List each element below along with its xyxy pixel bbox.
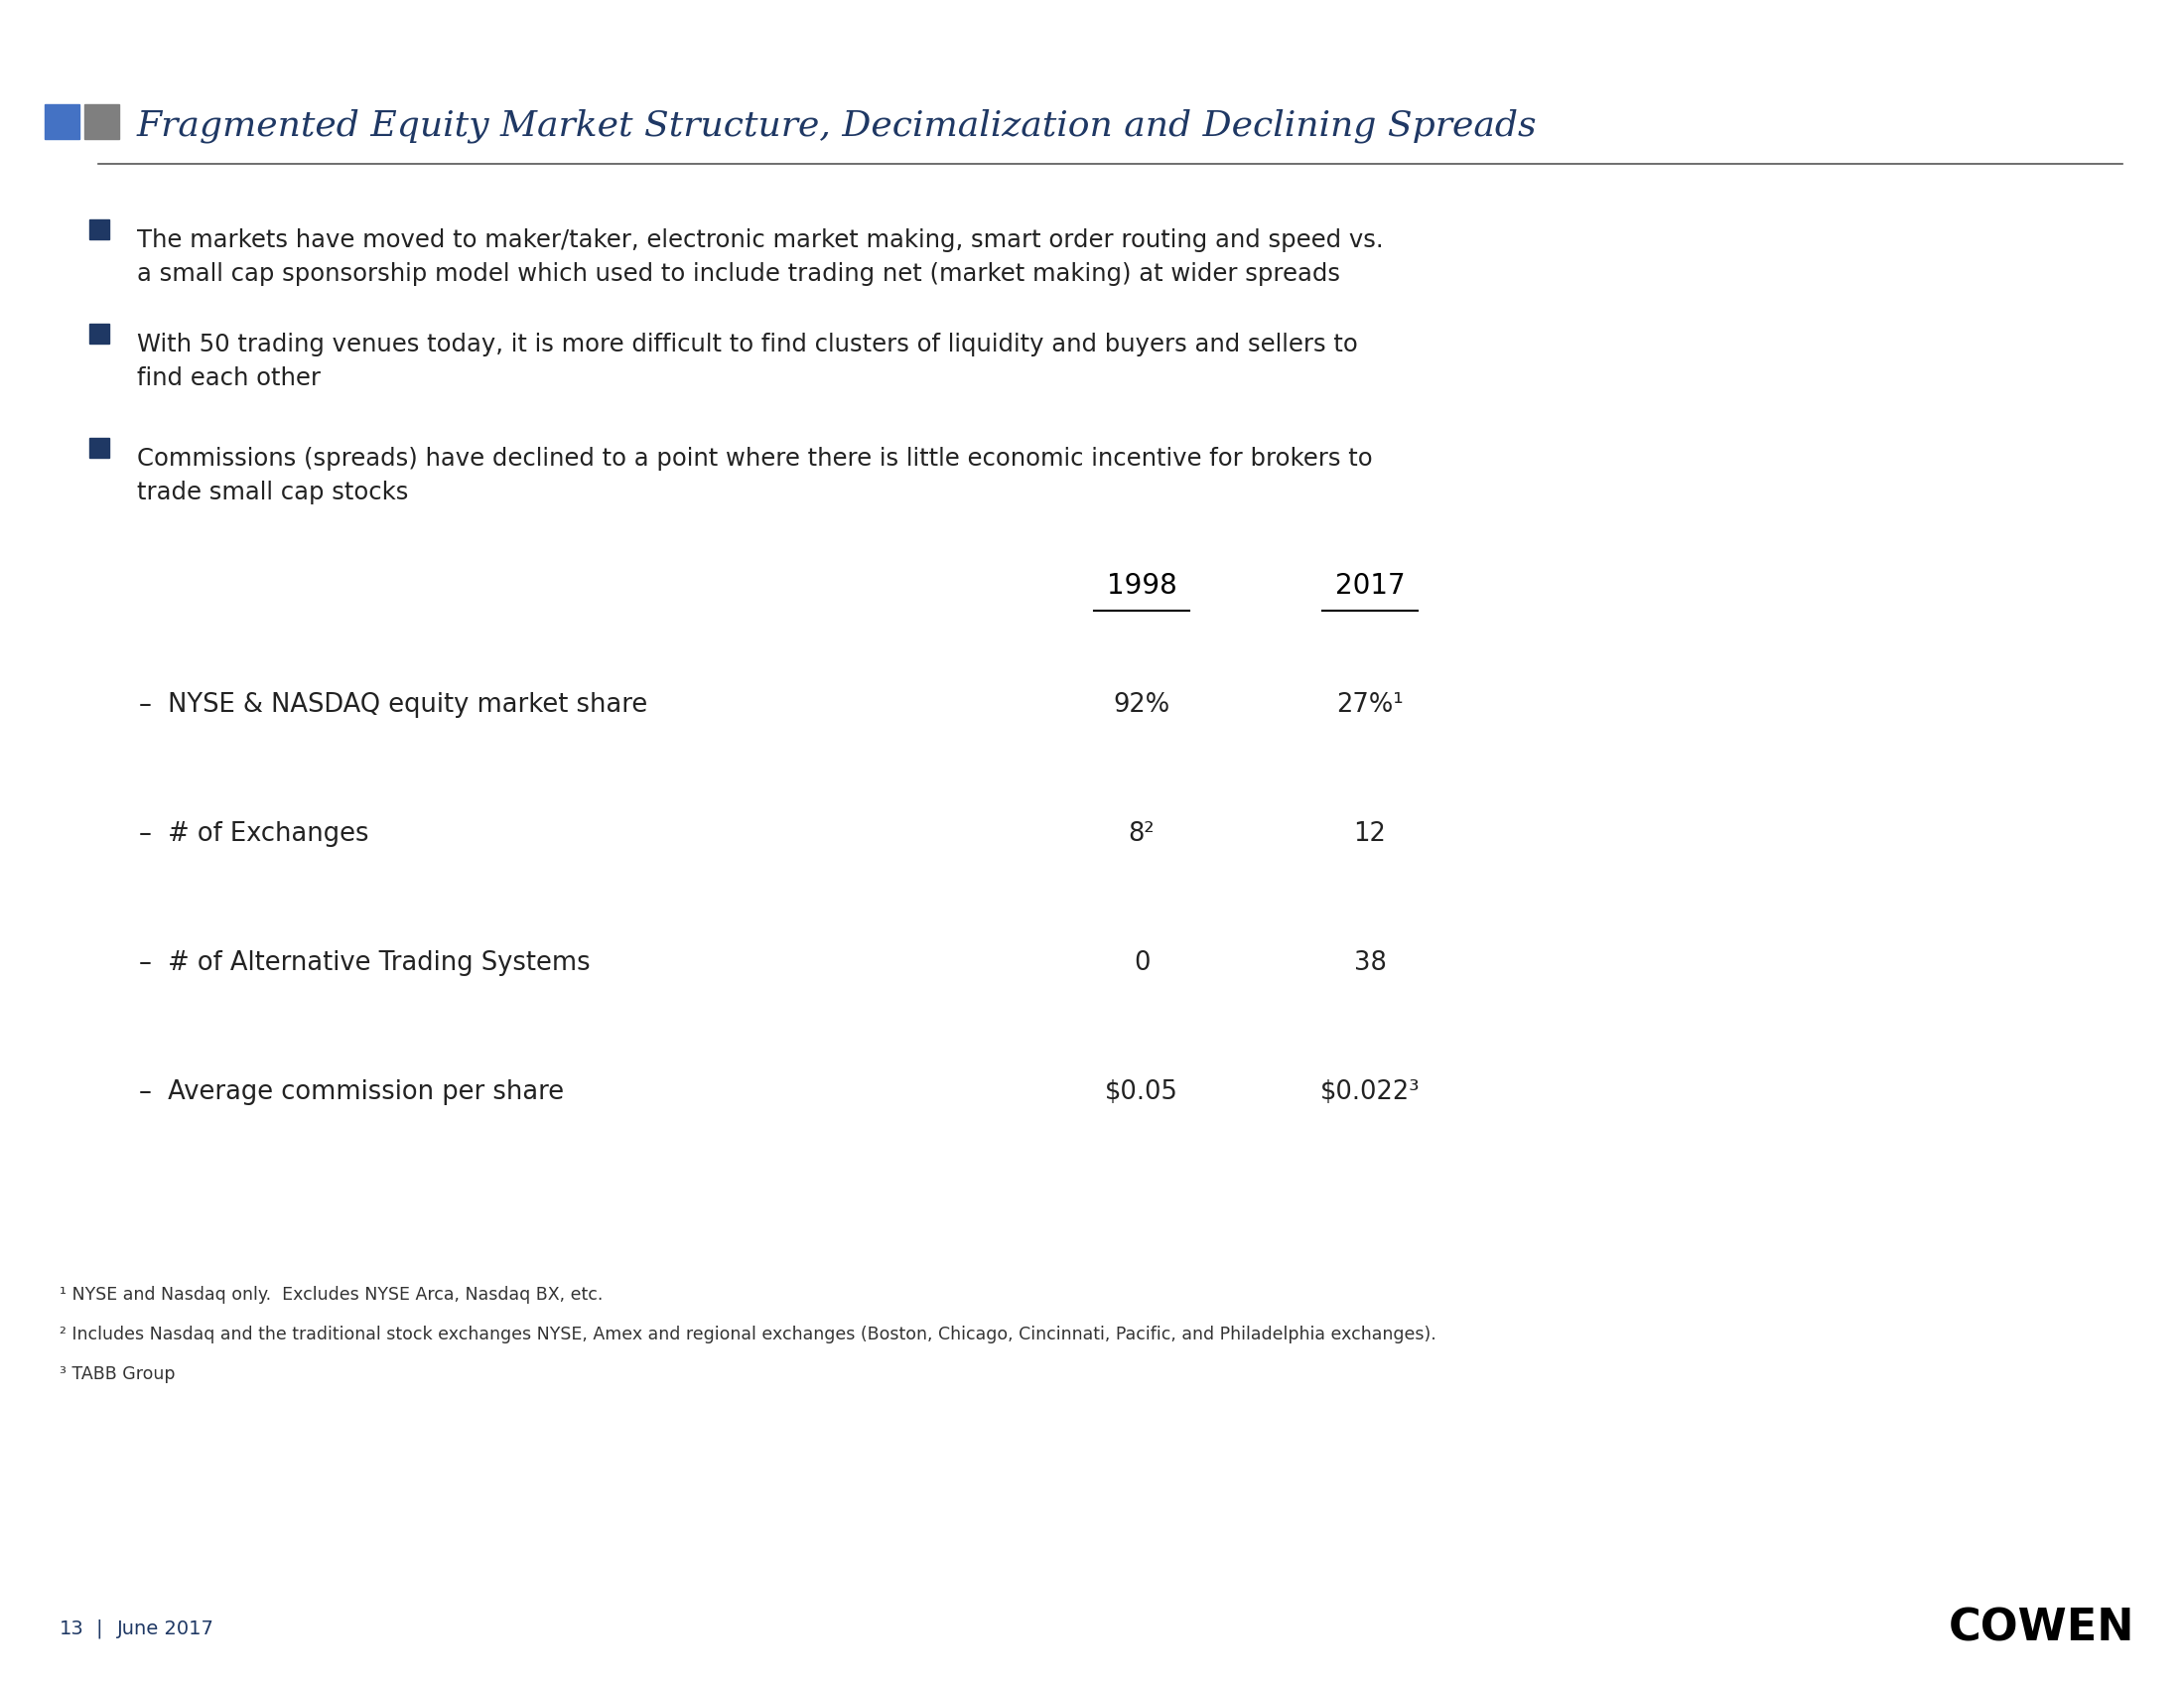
Text: 2017: 2017	[1334, 572, 1404, 599]
Bar	[85, 105, 120, 138]
Text: COWEN: COWEN	[1948, 1607, 2134, 1649]
Text: The markets have moved to maker/taker, electronic market making, smart order rou: The markets have moved to maker/taker, e…	[138, 228, 1382, 285]
Bar	[90, 219, 109, 240]
Text: Fragmented Equity Market Structure, Decimalization and Declining Spreads: Fragmented Equity Market Structure, Deci…	[138, 110, 1538, 143]
Text: 92%: 92%	[1114, 692, 1171, 717]
Text: 27%¹: 27%¹	[1337, 692, 1404, 717]
Text: 0: 0	[1133, 950, 1149, 976]
Text: 1998: 1998	[1107, 572, 1177, 599]
Text: 38: 38	[1354, 950, 1387, 976]
Text: June 2017: June 2017	[118, 1619, 214, 1637]
Bar	[44, 105, 79, 138]
Text: |: |	[96, 1619, 103, 1637]
Text: $0.022³: $0.022³	[1319, 1079, 1420, 1106]
Text: ³ TABB Group: ³ TABB Group	[59, 1366, 175, 1382]
Bar	[90, 437, 109, 457]
Text: With 50 trading venues today, it is more difficult to find clusters of liquidity: With 50 trading venues today, it is more…	[138, 333, 1358, 390]
Text: 8²: 8²	[1129, 820, 1155, 847]
Text: 12: 12	[1354, 820, 1387, 847]
Text: –  Average commission per share: – Average commission per share	[140, 1079, 563, 1106]
Text: ¹ NYSE and Nasdaq only.  Excludes NYSE Arca, Nasdaq BX, etc.: ¹ NYSE and Nasdaq only. Excludes NYSE Ar…	[59, 1286, 603, 1303]
Text: $0.05: $0.05	[1105, 1079, 1179, 1106]
Text: –  # of Alternative Trading Systems: – # of Alternative Trading Systems	[140, 950, 590, 976]
Text: –  NYSE & NASDAQ equity market share: – NYSE & NASDAQ equity market share	[140, 692, 646, 717]
Text: 13: 13	[59, 1619, 85, 1637]
Bar	[90, 324, 109, 344]
Text: Commissions (spreads) have declined to a point where there is little economic in: Commissions (spreads) have declined to a…	[138, 447, 1372, 505]
Text: –  # of Exchanges: – # of Exchanges	[140, 820, 369, 847]
Text: ² Includes Nasdaq and the traditional stock exchanges NYSE, Amex and regional ex: ² Includes Nasdaq and the traditional st…	[59, 1325, 1437, 1344]
